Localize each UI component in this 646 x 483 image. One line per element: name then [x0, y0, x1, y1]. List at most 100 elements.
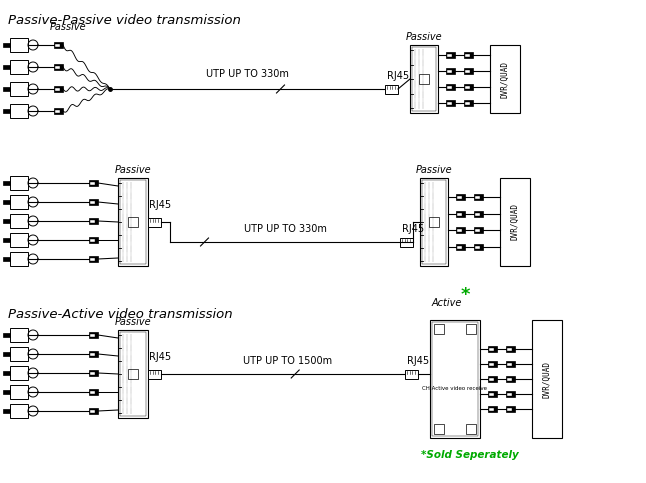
- Bar: [3, 181, 10, 185]
- Bar: [434, 324, 444, 334]
- Bar: [89, 332, 98, 338]
- Bar: [420, 178, 448, 266]
- Text: UTP UP TO 1500m: UTP UP TO 1500m: [244, 356, 333, 366]
- Bar: [3, 371, 10, 375]
- Bar: [10, 366, 28, 380]
- Bar: [10, 195, 28, 209]
- Bar: [118, 330, 148, 418]
- Bar: [489, 347, 494, 351]
- Bar: [90, 333, 95, 337]
- Bar: [128, 369, 138, 379]
- Bar: [422, 180, 446, 264]
- Bar: [3, 333, 10, 337]
- Bar: [400, 238, 413, 247]
- Bar: [489, 363, 494, 366]
- Bar: [90, 353, 95, 355]
- Bar: [488, 346, 497, 352]
- Bar: [10, 104, 28, 118]
- Text: DVR/QUAD: DVR/QUAD: [501, 60, 510, 98]
- Bar: [90, 219, 95, 223]
- Bar: [429, 217, 439, 227]
- Bar: [434, 424, 444, 434]
- Bar: [506, 406, 515, 412]
- Bar: [447, 54, 452, 57]
- Bar: [3, 87, 10, 91]
- Bar: [507, 363, 512, 366]
- Bar: [10, 60, 28, 74]
- Bar: [465, 54, 470, 57]
- Bar: [10, 328, 28, 342]
- Bar: [474, 211, 483, 217]
- Bar: [474, 194, 483, 200]
- Bar: [419, 74, 429, 84]
- Bar: [3, 390, 10, 394]
- Bar: [488, 361, 497, 367]
- Text: Passive: Passive: [115, 165, 151, 175]
- Bar: [506, 361, 515, 367]
- Bar: [465, 70, 470, 72]
- Text: Passive-Passive video transmission: Passive-Passive video transmission: [8, 14, 241, 27]
- Bar: [489, 378, 494, 381]
- Bar: [446, 100, 455, 106]
- Bar: [89, 351, 98, 357]
- Bar: [90, 239, 95, 242]
- Bar: [466, 324, 476, 334]
- Bar: [3, 65, 10, 69]
- Bar: [456, 211, 465, 217]
- Bar: [90, 410, 95, 412]
- Bar: [89, 199, 98, 205]
- Bar: [457, 213, 462, 215]
- Bar: [55, 87, 60, 90]
- Text: Passive: Passive: [50, 22, 87, 32]
- Bar: [532, 320, 562, 438]
- Bar: [90, 390, 95, 394]
- Bar: [89, 180, 98, 186]
- Bar: [488, 406, 497, 412]
- Bar: [447, 101, 452, 104]
- Bar: [3, 238, 10, 242]
- Bar: [464, 68, 473, 74]
- Bar: [90, 200, 95, 203]
- Bar: [456, 194, 465, 200]
- Bar: [3, 257, 10, 261]
- Bar: [10, 176, 28, 190]
- Bar: [3, 43, 10, 47]
- Bar: [10, 385, 28, 399]
- Bar: [475, 245, 480, 248]
- Bar: [432, 322, 478, 436]
- Text: DVR/QUAD: DVR/QUAD: [510, 203, 519, 241]
- Bar: [90, 371, 95, 374]
- Bar: [89, 218, 98, 224]
- Bar: [3, 352, 10, 356]
- Bar: [457, 245, 462, 248]
- Bar: [10, 252, 28, 266]
- Bar: [488, 376, 497, 382]
- Bar: [489, 408, 494, 411]
- Bar: [3, 219, 10, 223]
- Bar: [405, 370, 418, 379]
- Bar: [466, 424, 476, 434]
- Bar: [3, 200, 10, 204]
- Bar: [446, 68, 455, 74]
- Bar: [55, 66, 60, 69]
- Text: Passive: Passive: [115, 317, 151, 327]
- Bar: [447, 85, 452, 88]
- Bar: [89, 237, 98, 243]
- Bar: [118, 178, 148, 266]
- Bar: [89, 389, 98, 395]
- Bar: [474, 227, 483, 233]
- Bar: [464, 100, 473, 106]
- Bar: [10, 404, 28, 418]
- Bar: [464, 52, 473, 58]
- Bar: [89, 256, 98, 262]
- Bar: [490, 45, 520, 113]
- Text: Passive: Passive: [415, 165, 452, 175]
- Bar: [506, 346, 515, 352]
- Bar: [475, 196, 480, 199]
- Bar: [55, 110, 60, 113]
- Bar: [475, 228, 480, 231]
- Bar: [474, 244, 483, 250]
- Bar: [506, 376, 515, 382]
- Bar: [55, 43, 60, 46]
- Text: RJ45: RJ45: [149, 200, 171, 210]
